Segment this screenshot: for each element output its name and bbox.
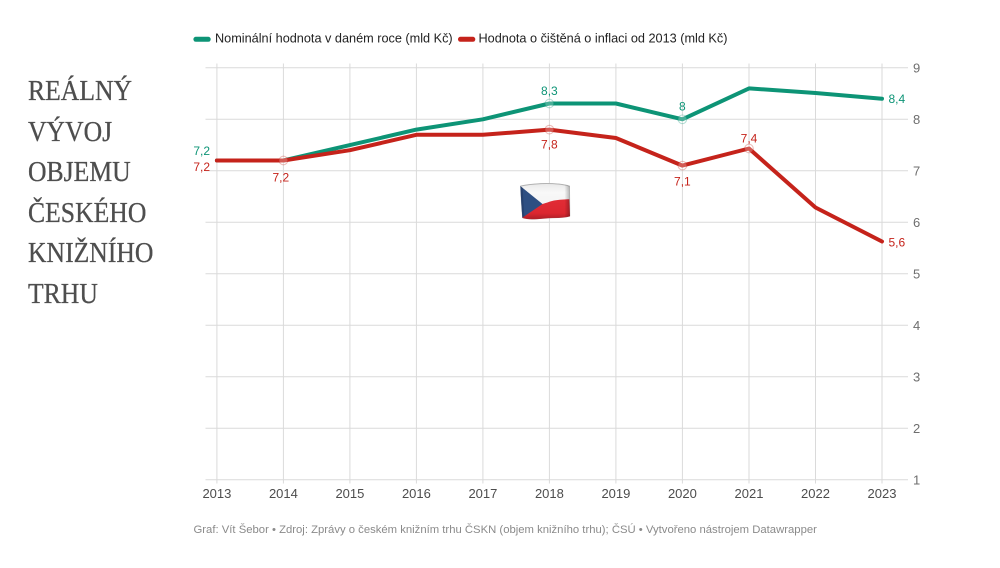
- svg-text:2014: 2014: [269, 486, 298, 501]
- svg-text:7,1: 7,1: [674, 175, 691, 189]
- svg-text:2: 2: [913, 421, 920, 436]
- svg-text:Graf: Vít Šebor • Zdroj: Zpráv: Graf: Vít Šebor • Zdroj: Zprávy o českém…: [194, 523, 818, 536]
- svg-text:2017: 2017: [468, 486, 497, 501]
- svg-text:2015: 2015: [335, 486, 364, 501]
- svg-text:2019: 2019: [601, 486, 630, 501]
- svg-text:9: 9: [913, 60, 920, 75]
- svg-text:2018: 2018: [535, 486, 564, 501]
- svg-text:2013: 2013: [202, 486, 231, 501]
- svg-text:8: 8: [913, 112, 920, 127]
- svg-text:1: 1: [913, 472, 920, 487]
- svg-text:7,2: 7,2: [193, 160, 210, 174]
- svg-text:5,6: 5,6: [889, 235, 906, 249]
- svg-text:8,3: 8,3: [541, 84, 558, 98]
- svg-text:7: 7: [913, 163, 920, 178]
- svg-text:7,2: 7,2: [193, 144, 210, 158]
- svg-text:4: 4: [913, 318, 920, 333]
- svg-text:Hodnota o čištěná o inflaci od: Hodnota o čištěná o inflaci od 2013 (mld…: [479, 32, 728, 46]
- svg-text:2021: 2021: [735, 486, 764, 501]
- svg-text:2020: 2020: [668, 486, 697, 501]
- svg-text:Nominální hodnota v daném roce: Nominální hodnota v daném roce (mld Kč): [215, 32, 453, 46]
- svg-text:2023: 2023: [868, 486, 897, 501]
- svg-text:2022: 2022: [801, 486, 830, 501]
- svg-text:8: 8: [679, 100, 686, 114]
- svg-text:8,4: 8,4: [889, 92, 906, 106]
- svg-text:6: 6: [913, 215, 920, 230]
- svg-text:5: 5: [913, 266, 920, 281]
- svg-text:7,4: 7,4: [741, 132, 758, 146]
- svg-text:3: 3: [913, 369, 920, 384]
- svg-text:2016: 2016: [402, 486, 431, 501]
- svg-text:7,2: 7,2: [272, 171, 289, 185]
- svg-text:7,8: 7,8: [541, 138, 558, 152]
